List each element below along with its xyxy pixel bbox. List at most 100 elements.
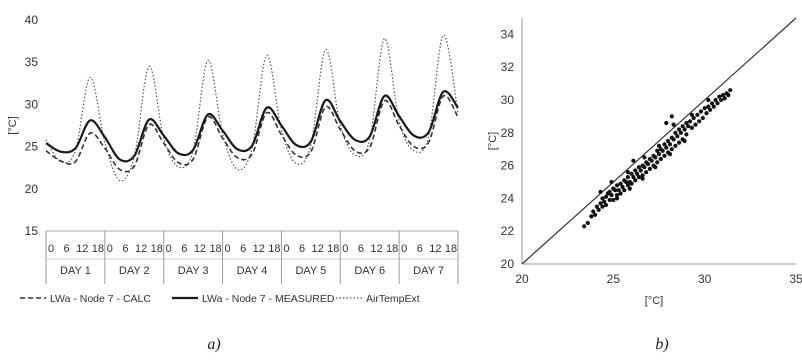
hour-tick-label: 6 <box>299 243 305 255</box>
scatter-point <box>693 122 698 127</box>
scatter-point <box>613 188 618 193</box>
scatter-point <box>607 197 612 203</box>
y-tick-label: 26 <box>501 159 515 173</box>
scatter-point <box>607 189 612 194</box>
scatter-point <box>593 212 598 217</box>
x-axis-label: [°C] <box>645 295 663 307</box>
scatter-point <box>702 106 707 111</box>
scatter-point <box>709 101 715 106</box>
x-tick-label: 35 <box>789 272 802 286</box>
scatter-point <box>704 111 709 116</box>
legend-entry: LWa - Node 7 - MEASURED <box>202 293 335 305</box>
scatter-point <box>631 158 636 163</box>
day-label: DAY 5 <box>295 265 326 277</box>
x-tick-label: 20 <box>515 272 529 286</box>
hour-tick-label: 12 <box>370 243 382 255</box>
hour-tick-label: 0 <box>166 243 172 255</box>
hour-tick-label: 0 <box>107 243 113 255</box>
scatter-point <box>625 183 631 188</box>
series-line-dotted <box>45 34 459 182</box>
scatter-point <box>711 104 716 109</box>
hour-tick-label: 18 <box>151 243 163 255</box>
hour-tick-label: 0 <box>48 243 54 255</box>
y-tick-label: 20 <box>501 257 515 271</box>
scatter-point <box>719 97 724 103</box>
y-axis-label: [°C] <box>7 116 19 134</box>
scatter-point <box>598 189 603 194</box>
scatter-point <box>706 97 711 103</box>
scatter-point <box>602 199 607 204</box>
scatter-point <box>631 175 636 180</box>
scatter-point <box>618 181 623 186</box>
legend-entry: AirTempExt <box>366 293 420 305</box>
scatter-point <box>640 173 645 178</box>
y-tick-label: 30 <box>501 93 515 107</box>
scatter-point <box>633 178 638 183</box>
scatter-point <box>649 158 654 163</box>
scatter-point <box>614 196 620 201</box>
identity-line <box>521 17 797 265</box>
day-label: DAY 6 <box>354 265 385 277</box>
y-axis-label: [°C] <box>487 132 499 150</box>
scatter-point <box>662 142 667 147</box>
hour-tick-label: 6 <box>122 243 128 255</box>
hour-tick-label: 12 <box>76 243 88 255</box>
y-tick-label: 32 <box>501 60 515 74</box>
scatter-point <box>689 112 695 117</box>
scatter-point <box>706 104 711 109</box>
scatter-point <box>691 115 696 121</box>
y-tick-label: 20 <box>25 182 39 196</box>
scatter-point <box>671 137 676 142</box>
hour-tick-label: 0 <box>225 243 231 255</box>
scatter-point <box>673 143 678 148</box>
scatter-point <box>625 170 631 175</box>
scatter-point <box>677 127 682 132</box>
scatter-point <box>667 142 673 147</box>
hour-tick-label: 18 <box>386 243 398 255</box>
hour-tick-label: 0 <box>283 243 289 255</box>
scatter-point <box>620 184 625 189</box>
scatter-point <box>618 191 623 196</box>
scatter-point <box>689 125 695 130</box>
hour-tick-label: 0 <box>342 243 348 255</box>
hour-tick-label: 6 <box>240 243 246 255</box>
y-tick-label: 15 <box>25 224 39 238</box>
day-label: DAY 1 <box>60 265 91 277</box>
scatter-point <box>629 171 634 176</box>
hour-tick-label: 12 <box>135 243 147 255</box>
legend-entry: LWa - Node 7 - CALC <box>50 293 151 305</box>
hour-tick-label: 18 <box>445 243 457 255</box>
hour-tick-label: 12 <box>253 243 265 255</box>
scatter-point <box>697 119 702 124</box>
scatter-point <box>614 193 620 198</box>
hour-tick-label: 12 <box>312 243 324 255</box>
scatter-point <box>603 194 609 199</box>
hour-tick-label: 18 <box>92 243 104 255</box>
scatter-point <box>638 168 643 173</box>
scatter-point <box>636 165 642 170</box>
panel-caption-b: b) <box>655 336 668 353</box>
hour-tick-label: 6 <box>64 243 70 255</box>
hour-tick-label: 18 <box>209 243 221 255</box>
y-tick-label: 35 <box>25 55 39 69</box>
scatter-point <box>684 120 689 126</box>
scatter-point <box>640 176 645 181</box>
scatter-point <box>669 147 674 152</box>
scatter-point <box>642 165 647 170</box>
y-tick-label: 28 <box>501 126 515 140</box>
day-label: DAY 3 <box>178 265 209 277</box>
x-tick-label: 25 <box>607 272 621 286</box>
hour-tick-label: 18 <box>327 243 339 255</box>
scatter-point <box>664 145 669 150</box>
scatter-point <box>603 202 609 208</box>
panel-caption-a: a) <box>207 336 220 353</box>
hour-tick-label: 6 <box>358 243 364 255</box>
scatter-point <box>633 168 638 173</box>
day-label: DAY 2 <box>119 265 150 277</box>
scatter-point <box>656 152 662 157</box>
scatter-point <box>722 96 727 101</box>
hour-tick-label: 12 <box>194 243 206 255</box>
